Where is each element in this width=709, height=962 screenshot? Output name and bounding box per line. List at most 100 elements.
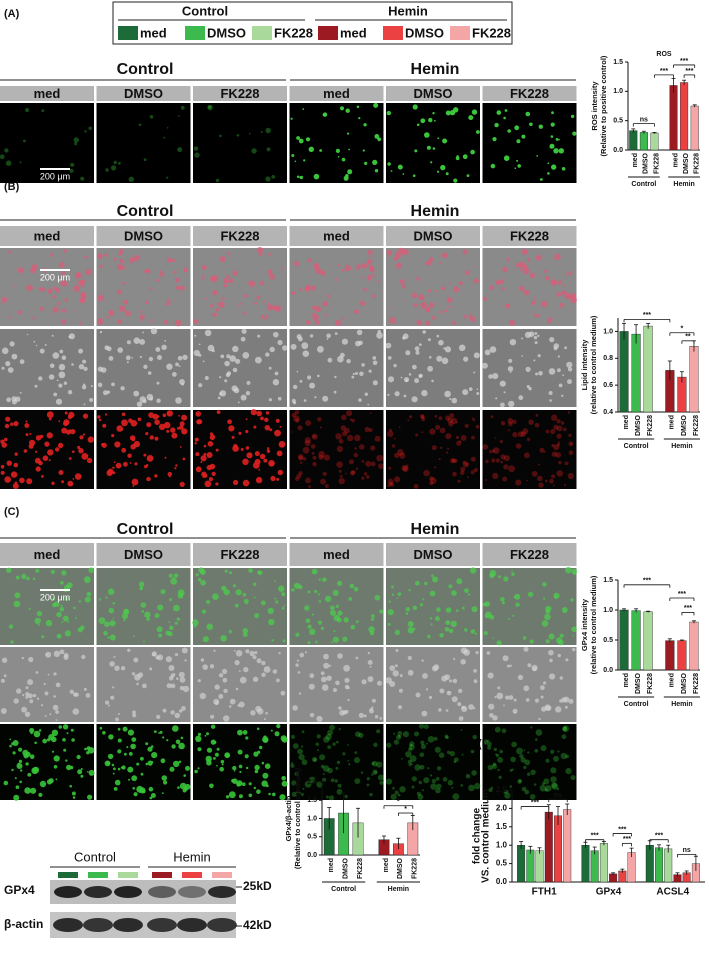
cell [224, 752, 231, 759]
cell [312, 314, 319, 321]
cell [544, 479, 548, 483]
cell [346, 359, 351, 364]
cell [177, 355, 183, 361]
band-size: 42kD [243, 918, 272, 932]
cell [320, 626, 324, 631]
cell [398, 247, 405, 255]
cell [67, 480, 74, 487]
cell [128, 257, 135, 264]
cell [87, 771, 89, 773]
cell [426, 145, 431, 150]
cell [78, 600, 82, 603]
cell [457, 702, 462, 707]
cell [529, 639, 534, 644]
cell [16, 688, 22, 694]
cell [538, 482, 544, 488]
cell [217, 396, 221, 400]
cell [297, 425, 303, 431]
cell [282, 639, 286, 643]
cell [175, 739, 181, 745]
cell [237, 729, 243, 736]
cell [198, 343, 201, 346]
cell [517, 779, 522, 784]
sig-label: *** [678, 591, 686, 598]
cell [403, 394, 407, 398]
cell [194, 442, 197, 445]
chart-title: ROS [656, 51, 672, 58]
column-header-bg [482, 86, 577, 101]
cell [527, 663, 532, 668]
y-tick-label: 2.0 [496, 804, 508, 813]
cell [148, 356, 154, 362]
cell [164, 456, 167, 459]
cell [473, 278, 479, 284]
cell [460, 784, 464, 787]
cell [509, 664, 512, 667]
cell [538, 717, 541, 721]
cell [166, 410, 173, 417]
cell [355, 372, 358, 375]
cell [332, 636, 339, 643]
cell [486, 739, 490, 743]
cell [255, 356, 262, 364]
cell [418, 294, 425, 301]
cell [204, 480, 212, 488]
cell [32, 693, 37, 698]
cell [156, 398, 161, 403]
cell [13, 462, 19, 468]
cell [238, 764, 243, 769]
cell [220, 635, 227, 642]
cell [41, 635, 45, 639]
cell [194, 769, 198, 774]
cell [221, 763, 224, 766]
cell [549, 337, 555, 343]
group-label: Hemin [671, 443, 692, 450]
cell [442, 777, 448, 782]
cell [104, 413, 108, 416]
cell [301, 342, 309, 350]
cell [505, 695, 510, 700]
micrograph [386, 329, 480, 407]
cell [12, 483, 19, 489]
cell [468, 314, 473, 318]
cell [102, 731, 106, 735]
cell [295, 418, 300, 423]
cell [340, 352, 345, 358]
x-tick-label: med [672, 153, 679, 167]
cell [567, 411, 571, 414]
cell [330, 609, 336, 616]
column-header: FK228 [510, 228, 549, 243]
cell [72, 478, 75, 480]
cell [107, 762, 109, 765]
cell [216, 764, 218, 767]
cell [108, 356, 114, 361]
cell [507, 618, 510, 620]
cell [402, 299, 405, 301]
column-header-bg [96, 543, 191, 566]
cell [442, 138, 448, 144]
cell [336, 760, 341, 765]
cell [101, 442, 107, 448]
cell [566, 361, 573, 368]
cell [242, 592, 247, 597]
cell [568, 698, 574, 704]
cell [170, 427, 176, 433]
cell [25, 686, 29, 690]
cell [405, 612, 409, 615]
cell [210, 276, 216, 282]
cell [471, 435, 475, 440]
cell [150, 793, 156, 798]
cell [335, 604, 339, 608]
cell [232, 584, 236, 588]
cell [304, 440, 311, 447]
cell [180, 736, 184, 740]
cell [13, 698, 19, 704]
cell [438, 339, 444, 346]
cell [49, 363, 55, 369]
cell [467, 476, 469, 479]
cell [424, 320, 431, 326]
legend-swatch [252, 26, 272, 40]
x-tick-label: FK228 [693, 415, 700, 436]
cell [136, 762, 140, 766]
cell [553, 755, 559, 762]
